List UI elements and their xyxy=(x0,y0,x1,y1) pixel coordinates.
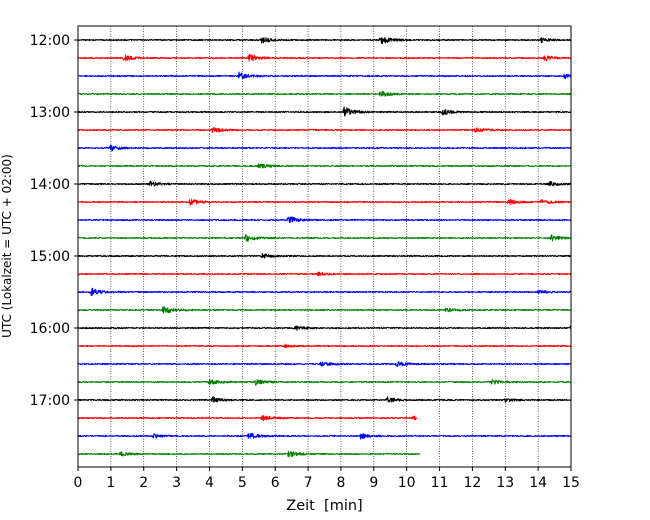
seismic-trace-line xyxy=(77,252,572,259)
seismic-trace-line xyxy=(77,450,421,458)
seismic-trace-line xyxy=(77,432,572,440)
x-tick-label: 10 xyxy=(398,475,416,491)
x-tick-label: 11 xyxy=(431,475,449,491)
x-tick-label: 15 xyxy=(562,475,580,491)
seismic-trace-line xyxy=(77,378,572,386)
x-tick-label: 6 xyxy=(271,475,280,491)
y-tick-label: 12:00 xyxy=(30,33,70,49)
y-tick-label: 14:00 xyxy=(30,177,70,193)
x-tick-label: 4 xyxy=(205,475,214,491)
plot-area-frame xyxy=(77,25,572,468)
x-tick-label: 7 xyxy=(304,475,313,491)
x-tick-label: 5 xyxy=(238,475,247,491)
x-tick-label: 1 xyxy=(106,475,115,491)
y-tick-label: 15:00 xyxy=(30,249,70,265)
seismic-trace-line xyxy=(77,325,572,331)
seismic-trace-line xyxy=(77,126,572,134)
x-tick-label: 13 xyxy=(496,475,514,491)
x-axis-label: Zeit [min] xyxy=(286,498,362,514)
x-tick-label: 9 xyxy=(369,475,378,491)
y-axis-label: UTC (Lokalzeit = UTC + 02:00) xyxy=(0,154,14,338)
seismic-trace-line xyxy=(77,180,572,187)
seismic-trace-line xyxy=(77,144,572,152)
seismic-traces xyxy=(77,37,572,458)
seismic-trace-line xyxy=(77,90,572,97)
y-axis-ticks: 12:00 13:00 14:00 15:00 16:00 17:00 xyxy=(30,33,78,409)
grid-lines xyxy=(110,26,539,467)
seismic-trace-line xyxy=(77,271,572,277)
seismic-trace-line xyxy=(77,343,572,349)
seismic-trace-line xyxy=(77,106,572,117)
y-tick-label: 13:00 xyxy=(30,105,70,121)
seismic-trace-line xyxy=(77,53,572,62)
x-tick-label: 2 xyxy=(139,475,148,491)
seismic-trace-line xyxy=(77,234,572,242)
x-axis-ticks: 0 1 2 3 4 5 6 7 8 9 10 11 12 13 14 15 xyxy=(74,467,580,491)
x-tick-label: 8 xyxy=(336,475,345,491)
seismic-trace-line xyxy=(77,396,572,403)
seismic-trace-line xyxy=(77,71,572,80)
seismic-trace-line xyxy=(77,37,572,45)
seismic-trace-line xyxy=(77,287,572,297)
seismic-trace-line xyxy=(77,216,572,224)
seismic-trace-line xyxy=(77,306,572,314)
y-tick-label: 17:00 xyxy=(30,393,70,409)
seismic-trace-line xyxy=(77,163,572,169)
x-tick-label: 14 xyxy=(529,475,547,491)
seismic-trace-line xyxy=(77,198,572,206)
seismic-trace-line xyxy=(77,361,572,367)
x-tick-label: 0 xyxy=(74,475,83,491)
seismic-trace-line xyxy=(77,414,418,421)
y-tick-label: 16:00 xyxy=(30,321,70,337)
x-tick-label: 12 xyxy=(463,475,481,491)
x-tick-label: 3 xyxy=(172,475,181,491)
